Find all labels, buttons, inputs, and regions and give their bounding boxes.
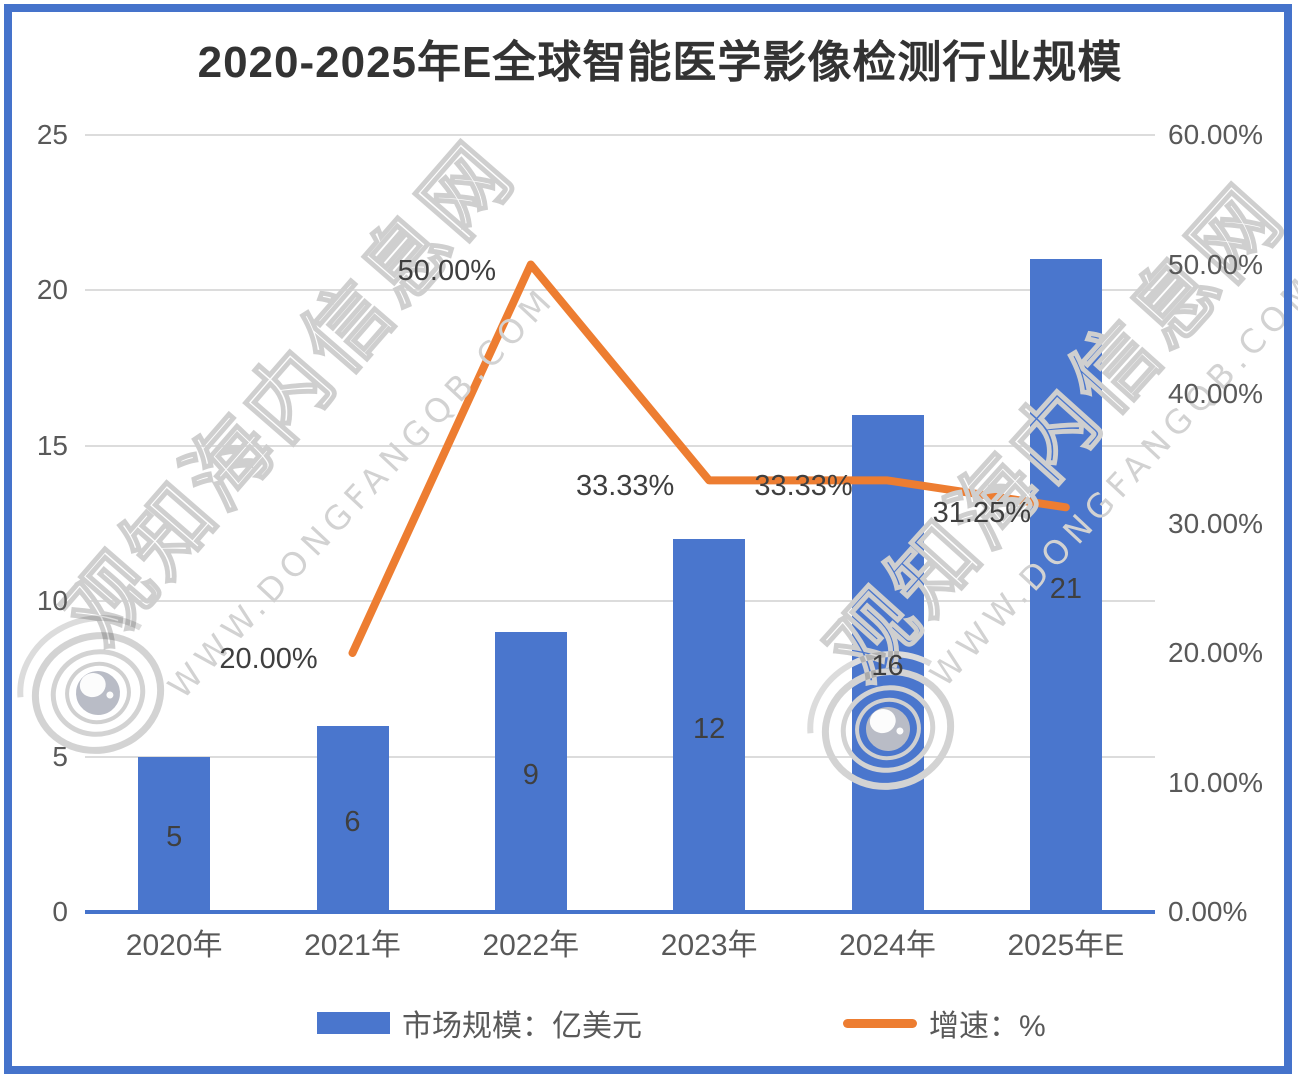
bar-value-label: 16 [871, 650, 904, 683]
x-axis-label: 2022年 [482, 929, 580, 962]
gridline [85, 289, 1155, 292]
gridline [85, 600, 1155, 603]
y-right-tick: 10.00% [1168, 766, 1263, 798]
growth-line [348, 260, 1070, 657]
chart-title: 2020-2025年E全球智能医学影像检测行业规模 [197, 38, 1123, 87]
y-right-tick: 40.00% [1168, 378, 1263, 409]
gridline [85, 755, 1155, 758]
legend-growth-label: 增速：% [929, 1010, 1046, 1043]
growth-point-label: 20.00% [219, 643, 318, 675]
y-left-tick: 20 [36, 274, 68, 306]
y-right-tick: 60.00% [1168, 119, 1263, 150]
bar-value-label: 21 [1049, 572, 1082, 605]
legend-market-label: 市场规模：亿美元 [402, 1010, 642, 1043]
bar-2021年 [316, 725, 389, 912]
y-right-tick: 0.00% [1168, 896, 1248, 927]
bar-value-label: 5 [166, 821, 183, 854]
y-left-tick: 25 [36, 119, 68, 150]
y-right-tick: 50.00% [1168, 248, 1263, 280]
y-left-tick: 0 [52, 896, 68, 927]
bar-value-label: 6 [344, 805, 361, 838]
growth-point-label: 33.33% [575, 470, 675, 503]
x-axis-label: 2021年 [304, 929, 401, 962]
bar-2020年 [138, 756, 211, 912]
gridline [85, 134, 1155, 136]
y-right-tick: 20.00% [1168, 637, 1263, 668]
bar-2023年 [673, 539, 746, 912]
x-axis-line [85, 910, 1155, 914]
y-left-tick: 5 [52, 740, 68, 772]
growth-point-label: 31.25% [932, 497, 1031, 530]
legend-item-market: 市场规模：亿美元 [317, 1001, 642, 1045]
legend-item-growth: 增速：% [843, 1001, 1046, 1045]
bar-value-label: 12 [693, 712, 726, 745]
growth-point-label: 50.00% [397, 254, 496, 287]
gridline [85, 444, 1155, 447]
y-right-tick: 30.00% [1168, 507, 1263, 539]
bar-2025年E [1029, 259, 1102, 912]
bar-2024年 [851, 414, 924, 912]
x-axis-label: 2023年 [660, 929, 758, 962]
legend-line-swatch [843, 1018, 917, 1028]
x-axis-label: 2025年E [1007, 929, 1125, 962]
x-axis-label: 2024年 [839, 929, 936, 962]
bar-2022年 [494, 632, 567, 912]
y-left-tick: 15 [36, 429, 68, 461]
legend-bar-swatch [317, 1012, 390, 1034]
bar-value-label: 9 [522, 759, 539, 792]
x-axis-label: 2020年 [125, 929, 223, 962]
y-left-tick: 10 [36, 585, 68, 617]
growth-point-label: 33.33% [754, 470, 853, 503]
watermark-eye-icon [807, 651, 955, 790]
